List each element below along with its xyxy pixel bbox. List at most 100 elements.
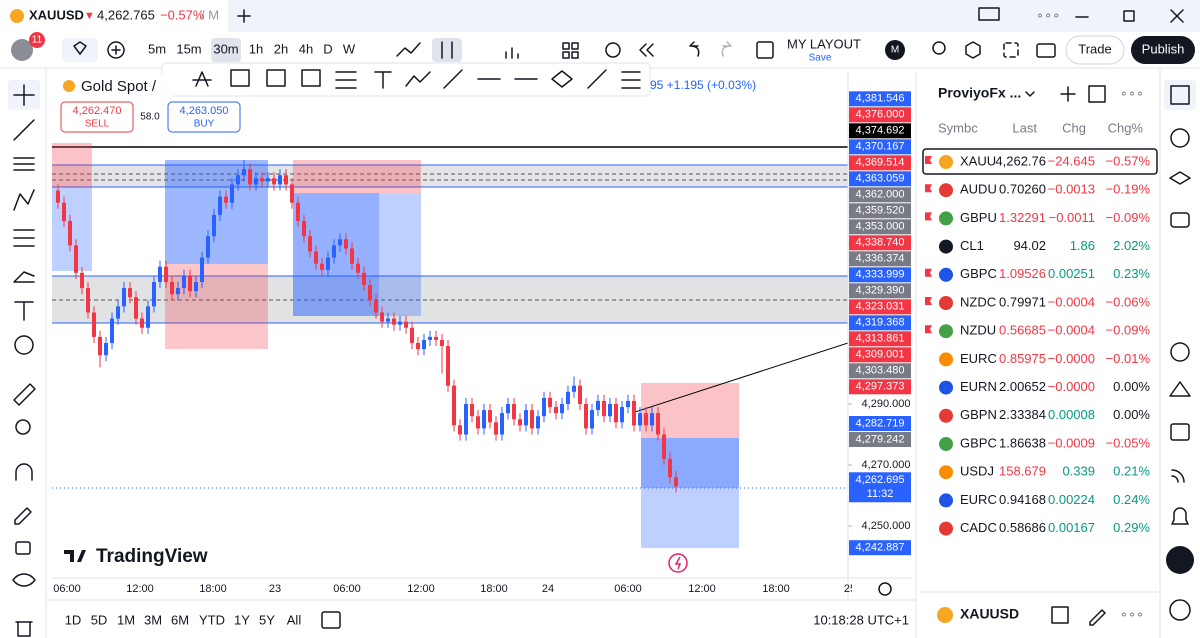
detail-symbol[interactable]: XAUUSD: [960, 606, 1019, 622]
range-button[interactable]: YTD: [199, 612, 225, 627]
date-range-icon[interactable]: [321, 611, 341, 629]
help-icon[interactable]: [1169, 599, 1191, 621]
sell-button[interactable]: [60, 101, 134, 133]
right-icon[interactable]: [1170, 128, 1190, 148]
buy-button[interactable]: [167, 101, 241, 133]
interval[interactable]: 5m: [148, 41, 166, 56]
draw-icon[interactable]: [374, 71, 392, 89]
right-icon[interactable]: [1171, 469, 1185, 483]
watchlist-row[interactable]: XAUU 4,262.76 −24.645 −0.57%: [925, 153, 1150, 169]
watchlist-row[interactable]: CL1 94.02 1.86 2.02%: [939, 238, 1150, 254]
alert-icon[interactable]: [605, 42, 621, 58]
undo[interactable]: [689, 41, 700, 57]
watchlist-row[interactable]: USDJ 158.679 0.339 0.21%: [939, 464, 1150, 480]
publish-button[interactable]: [1131, 36, 1195, 64]
draw-icon[interactable]: [266, 69, 286, 87]
interval[interactable]: W: [343, 41, 356, 56]
close[interactable]: [1170, 9, 1184, 23]
right-icon[interactable]: [1171, 507, 1189, 525]
watchlist-caret[interactable]: [1025, 91, 1035, 97]
settings-icon[interactable]: [965, 41, 981, 59]
watchlist-title[interactable]: ProviyoFx ...: [938, 85, 1021, 101]
window-icon[interactable]: [978, 7, 1000, 21]
redo[interactable]: [721, 41, 732, 57]
fullscreen-icon[interactable]: [1003, 42, 1019, 58]
line-chart-icon[interactable]: [396, 42, 421, 57]
trendline-tool[interactable]: [13, 119, 35, 141]
snapshot-icon[interactable]: [1036, 43, 1056, 58]
draw-icon[interactable]: [335, 71, 357, 89]
watchlist-more[interactable]: ∘∘∘: [1120, 85, 1144, 100]
maximize[interactable]: [1123, 10, 1135, 22]
text-tool[interactable]: [14, 301, 34, 321]
range-button[interactable]: 1M: [117, 612, 135, 627]
range-button[interactable]: 6M: [171, 612, 189, 627]
draw-icon[interactable]: [230, 69, 250, 87]
zoom-tool[interactable]: [15, 419, 31, 435]
draw-icon[interactable]: [621, 71, 641, 89]
trash-tool[interactable]: [15, 621, 33, 637]
range-button[interactable]: 5D: [91, 612, 108, 627]
fib-tool[interactable]: [13, 157, 35, 171]
watchlist-row[interactable]: GBPN 2.33384 0.00008 0.00%: [939, 407, 1150, 423]
layout-checkbox[interactable]: [756, 41, 774, 59]
watchlist-row[interactable]: EURC 0.94168 0.00224 0.24%: [939, 492, 1150, 508]
more-icon[interactable]: ∘∘∘: [1036, 7, 1060, 22]
watchlist-row[interactable]: GBPU 1.32291 −0.0011 −0.09%: [925, 210, 1150, 226]
column-header[interactable]: Last: [1012, 120, 1037, 135]
draw-icon[interactable]: [587, 69, 607, 89]
watchlist-row[interactable]: CADC 0.58686 0.00167 0.29%: [939, 520, 1150, 536]
indicators-icon[interactable]: [505, 47, 519, 59]
watchlist-tab[interactable]: [1164, 80, 1196, 110]
interval[interactable]: 30m: [213, 41, 238, 56]
watchlist-row[interactable]: AUDU 0.70260 −0.0013 −0.19%: [925, 182, 1150, 198]
forecast-tool[interactable]: [13, 229, 35, 247]
trade-button[interactable]: [1065, 35, 1125, 65]
ruler-tool[interactable]: [13, 383, 36, 406]
column-header[interactable]: Symbc: [938, 120, 978, 135]
draw-icon[interactable]: [443, 69, 463, 89]
lock-tool[interactable]: [15, 541, 31, 555]
watchlist-row[interactable]: GBPC 1.09526 0.00251 0.23%: [925, 266, 1150, 282]
range-button[interactable]: 1D: [65, 612, 82, 627]
layout-name[interactable]: MY LAYOUT: [787, 36, 861, 51]
axis-settings[interactable]: [878, 582, 892, 596]
right-icon[interactable]: [1169, 171, 1191, 185]
lock-draw-tool[interactable]: [14, 507, 32, 525]
interval[interactable]: 2h: [274, 41, 288, 56]
draw-icon[interactable]: [301, 69, 321, 87]
range-button[interactable]: 5Y: [259, 612, 275, 627]
right-icon[interactable]: [1170, 212, 1190, 228]
watchlist-layout[interactable]: [1088, 85, 1106, 103]
range-button[interactable]: 3M: [144, 612, 162, 627]
interval[interactable]: 15m: [176, 41, 201, 56]
draw-icon[interactable]: [405, 71, 431, 87]
visibility-tool[interactable]: [12, 573, 36, 587]
range-button[interactable]: All: [287, 612, 302, 627]
event-icon[interactable]: [668, 553, 688, 573]
watchlist-row[interactable]: GBPC 1.86638 −0.0009 −0.05%: [939, 435, 1150, 451]
gift-button[interactable]: [62, 38, 98, 62]
watchlist-row[interactable]: NZDC 0.79971 −0.0004 −0.06%: [925, 294, 1150, 310]
detail-layout[interactable]: [1051, 606, 1069, 624]
right-icon[interactable]: [1170, 342, 1190, 362]
draw-icon[interactable]: [551, 70, 573, 88]
replay-icon[interactable]: [639, 43, 654, 57]
add-symbol[interactable]: [107, 41, 125, 59]
watchlist-row[interactable]: NZDU 0.56685 −0.0004 −0.09%: [925, 323, 1150, 339]
interval[interactable]: D: [323, 41, 332, 56]
avatar-user[interactable]: [11, 39, 33, 61]
detail-more[interactable]: ∘∘∘: [1120, 606, 1144, 621]
watchlist-row[interactable]: EURC 0.85975 −0.0000 −0.01%: [939, 351, 1150, 367]
layout-icon[interactable]: [562, 42, 570, 50]
column-header[interactable]: Chg%: [1108, 120, 1144, 135]
search-icon[interactable]: [932, 41, 946, 55]
avatar[interactable]: [885, 40, 905, 60]
legend-symbol[interactable]: Gold Spot /: [81, 78, 157, 95]
icon-tool[interactable]: [14, 335, 34, 355]
new-tab[interactable]: [237, 9, 251, 23]
right-icon[interactable]: [1170, 423, 1190, 441]
column-header[interactable]: Chg: [1062, 120, 1086, 135]
tab[interactable]: [0, 0, 228, 32]
right-icon[interactable]: [1166, 546, 1194, 574]
